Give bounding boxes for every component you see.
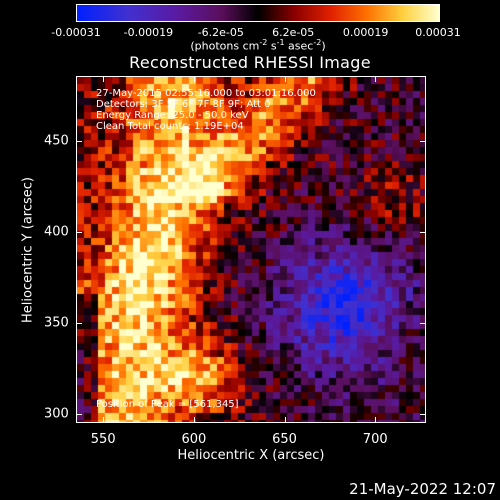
y-tick-mark bbox=[76, 141, 82, 143]
plot-area: 27-May-2015 02:55:16.000 to 03:01:16.000… bbox=[76, 76, 426, 423]
x-tick-mark bbox=[103, 417, 105, 423]
y-tick-mark bbox=[420, 141, 426, 143]
y-tick-label: 400 bbox=[44, 224, 69, 240]
footer-timestamp: 21-May-2022 12:07 bbox=[349, 480, 496, 498]
x-tick-mark bbox=[103, 76, 105, 82]
x-tick-label: 700 bbox=[362, 432, 388, 447]
chart-title: Reconstructed RHESSI Image bbox=[129, 53, 371, 72]
y-axis-label: Heliocentric Y (arcsec) bbox=[20, 177, 36, 323]
colorbar-tick-label: 0.00031 bbox=[415, 26, 461, 39]
y-tick-label: 450 bbox=[44, 133, 69, 149]
annotation-peak-position: Position of Peak = [561,345] bbox=[96, 399, 239, 410]
x-axis-label: Heliocentric X (arcsec) bbox=[177, 448, 325, 463]
colorbar-tick-label: -0.00019 bbox=[123, 26, 174, 39]
x-tick-label: 550 bbox=[90, 432, 116, 447]
colorbar-tick-label: -0.00031 bbox=[51, 26, 101, 39]
colorbar-tick-label: 6.2e-05 bbox=[272, 26, 315, 39]
y-tick-mark bbox=[420, 413, 426, 415]
x-tick-mark bbox=[284, 417, 286, 423]
x-tick-label: 600 bbox=[181, 432, 207, 447]
y-tick-mark bbox=[76, 413, 82, 415]
colorbar-units: (photons cm-2 s-1 asec-2) bbox=[190, 38, 326, 53]
x-tick-mark bbox=[193, 417, 195, 423]
y-tick-mark bbox=[420, 232, 426, 234]
annotation-energy-range: Energy Range: 25.0 - 50.0 keV bbox=[96, 110, 249, 121]
x-tick-mark bbox=[193, 76, 195, 82]
x-tick-mark bbox=[375, 76, 377, 82]
y-tick-mark bbox=[420, 323, 426, 325]
heatmap-image bbox=[77, 77, 425, 422]
y-tick-label: 300 bbox=[44, 406, 69, 422]
y-tick-mark bbox=[76, 232, 82, 234]
x-tick-mark bbox=[284, 76, 286, 82]
annotation-counts: Clean Total counts: 1.19E+04 bbox=[96, 121, 244, 132]
y-tick-label: 350 bbox=[44, 315, 69, 331]
x-tick-mark bbox=[375, 417, 377, 423]
colorbar bbox=[76, 4, 440, 22]
annotation-time-range: 27-May-2015 02:55:16.000 to 03:01:16.000 bbox=[96, 88, 316, 99]
annotation-detectors: Detectors: 3F 5F 6F 7F 8F 9F; Att 0 bbox=[96, 99, 271, 110]
y-tick-mark bbox=[76, 323, 82, 325]
x-tick-label: 650 bbox=[272, 432, 297, 447]
colorbar-tick-label: 0.00019 bbox=[342, 26, 389, 39]
colorbar-tick-label: -6.2e-05 bbox=[197, 26, 244, 39]
